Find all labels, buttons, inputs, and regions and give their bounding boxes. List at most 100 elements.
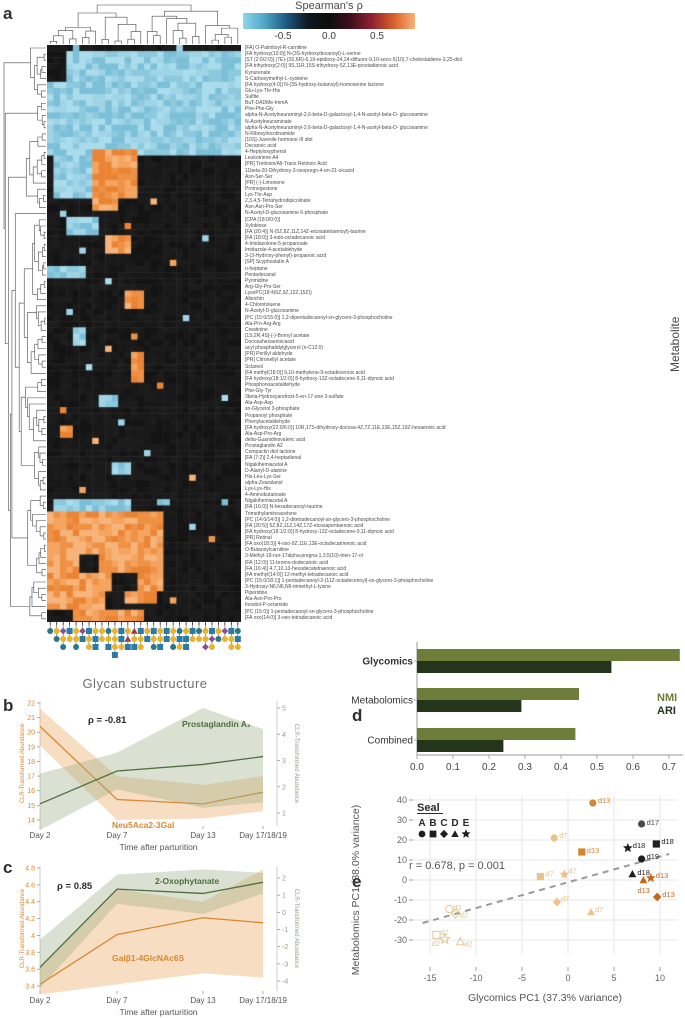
metabolite-label: Sulfite: [245, 94, 259, 100]
row-dendrogram-branch: [43, 121, 46, 129]
legend-seal-letter: D: [451, 818, 458, 829]
data-point-d2[interactable]: [432, 930, 441, 940]
data-point-d7[interactable]: [536, 873, 544, 881]
data-point-d7[interactable]: [550, 834, 558, 842]
correlation-heatmap[interactable]: [47, 45, 241, 622]
row-dendrogram-branch: [41, 102, 46, 110]
ari-bar[interactable]: [417, 740, 504, 752]
metabolite-label: BuT-DADMe-ImmA: [245, 100, 288, 107]
row-dendrogram-branch: [41, 379, 46, 386]
metabolite-label: Ala-Asn-Pro-Pro: [245, 596, 282, 603]
legend-seal-letter: A: [418, 818, 425, 829]
row-dendrogram-branch: [41, 428, 46, 435]
ari-bar[interactable]: [417, 700, 522, 712]
metabolite-label: 3-Hydroxy-N6,N6,N6-trimethyl-L-lysine: [245, 584, 331, 590]
neu5gc-icon: [208, 635, 216, 643]
column-dendrogram-branch: [214, 34, 229, 41]
metabolite-label: Phosphonoacetaldehyde: [245, 381, 301, 388]
y-tick-label: -20: [394, 915, 407, 925]
row-dendrogram-branch: [43, 53, 46, 61]
metabolite-label: Nigakihemiacetal A: [245, 461, 288, 468]
galactose-icon: [228, 636, 235, 642]
column-dendrogram-branch: [53, 35, 64, 44]
row-dendrogram-branch: [39, 198, 46, 208]
row-dendrogram-branch: [36, 557, 43, 574]
panel-d-bar-chart[interactable]: Glycomics Metabolomics Combined 0.0 0.1 0.2 0.…: [345, 640, 685, 780]
metabolite-label: 4-Chlorotoluene: [245, 302, 281, 309]
x-tick-label: 0.7: [662, 762, 676, 773]
row-dendrogram-branch: [4, 112, 38, 345]
data-point-d7[interactable]: [552, 897, 562, 907]
data-point-d18[interactable]: [652, 840, 660, 848]
data-point-d13[interactable]: [578, 848, 586, 856]
nmi-bar[interactable]: [417, 688, 579, 700]
metabolite-label: [FA hydroxy(18:1/2:0)] 8-hydroxy-13Z-oct…: [245, 528, 394, 535]
panel-c-line-chart[interactable]: 4.8 4.6 4.4 4.2 4 3.8 3.6 3.4 2 1 0 -1 -2 -3 -4 Day 2 Da…: [0, 862, 345, 1018]
data-point-d17[interactable]: [638, 820, 646, 828]
metabolite-label: [1S,2R,4S]-(-)-Bornyl acetate: [245, 332, 310, 339]
row-dendrogram-branch: [41, 155, 46, 165]
panel-e-label: e: [352, 872, 362, 891]
sialic-acid-icon: [60, 644, 67, 650]
data-point-d7[interactable]: [559, 869, 570, 879]
correlation-annotation: ρ = 0.85: [57, 881, 93, 892]
galactose-icon: [157, 636, 164, 642]
galactose-icon: [176, 644, 183, 650]
column-dendrogram-branch: [117, 23, 137, 42]
galactose-icon: [111, 644, 118, 650]
data-point-d2[interactable]: [445, 904, 454, 914]
glcnac-icon: [189, 628, 196, 634]
sialic-acid-icon: [196, 628, 203, 634]
legend-triangle-marker[interactable]: [451, 830, 459, 838]
row-dendrogram-branch: [33, 581, 46, 594]
data-point-d2[interactable]: [450, 908, 461, 919]
left-tick-label: 14: [27, 817, 35, 824]
data-point-d7[interactable]: [587, 908, 595, 916]
left-tick-label: 17: [27, 774, 35, 781]
data-point-d13[interactable]: [646, 873, 656, 883]
metabolite-label: Compactin diol lactone: [245, 449, 296, 456]
data-point-label: d2: [464, 940, 472, 949]
sialic-acid-icon: [215, 636, 222, 642]
glcnac-icon: [92, 644, 99, 650]
right-tick-label: 5: [282, 706, 286, 713]
bar-category-label: Glycomics: [362, 657, 413, 668]
legend-star-marker[interactable]: [461, 829, 471, 838]
metabolite-label: Ala-Asp-Pro-Arg: [245, 430, 282, 437]
x-axis-title: Glycomics PC1 (37.3% variance): [468, 992, 622, 1004]
right-tick-label: 2: [282, 876, 286, 883]
galactose-icon: [228, 644, 235, 650]
glcnac-icon: [137, 628, 144, 634]
data-point-d18[interactable]: [628, 870, 637, 878]
legend-circle-marker[interactable]: [418, 830, 426, 838]
glcnac-icon: [118, 636, 125, 642]
x-tick-label: Day 2: [30, 831, 51, 840]
legend-square-marker[interactable]: [429, 830, 437, 838]
glcnac-icon: [234, 636, 241, 642]
row-dendrogram-branch: [14, 213, 46, 368]
ari-bar[interactable]: [417, 661, 612, 673]
metabolite-label: [FA (12:0)] 11-bromo-dodecanoic acid: [245, 559, 329, 566]
data-point-d2[interactable]: [438, 932, 451, 945]
data-point-d18[interactable]: [623, 843, 633, 853]
column-dendrogram-branch: [57, 30, 74, 39]
left-tick-label: 3.4: [25, 984, 35, 991]
row-dendrogram-branch: [41, 66, 46, 73]
metabolite-label: 3-(3-Hydroxy-phenyl)-propanoic acid: [245, 253, 327, 260]
metabolite-label: Nigakihemiacetal A: [245, 498, 288, 505]
data-point-d19[interactable]: [638, 855, 646, 863]
nmi-bar[interactable]: [417, 649, 680, 661]
legend-diamond-marker[interactable]: [439, 829, 449, 839]
data-point-d13[interactable]: [639, 876, 648, 884]
panel-e-scatter-plot[interactable]: 40 30 20 10 0 -10 -20 -30 -15 -10 -5 0 5 10 Glycomics …: [345, 795, 685, 1018]
row-dendrogram-branch: [41, 360, 46, 368]
galactose-icon: [215, 628, 222, 634]
nmi-bar[interactable]: [417, 728, 576, 740]
metabolite-label: sn-Glycerol 3-phosphate: [245, 406, 300, 413]
data-point-d13[interactable]: [589, 799, 597, 807]
data-point-d2[interactable]: [455, 936, 466, 946]
row-dendrogram-branch: [29, 141, 38, 176]
right-tick-label: -4: [282, 979, 288, 986]
right-tick-label: 3: [282, 758, 286, 765]
